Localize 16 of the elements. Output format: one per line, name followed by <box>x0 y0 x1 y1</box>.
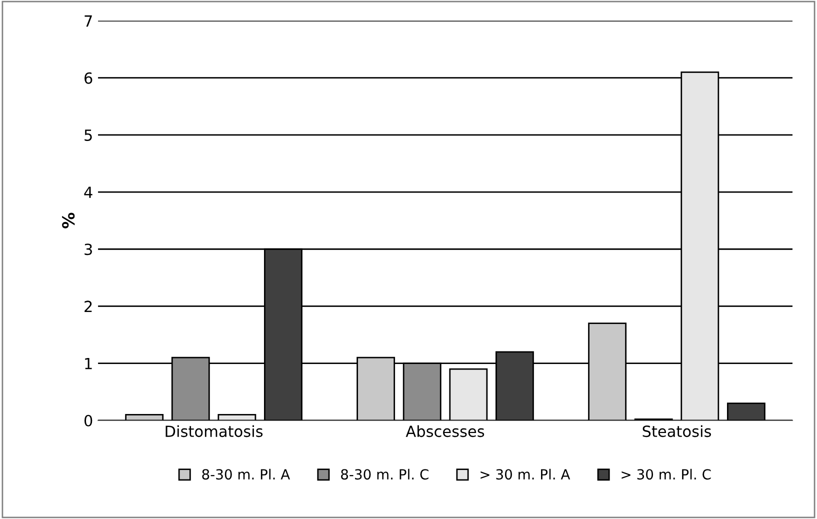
y-tick-label: 0 <box>84 414 92 426</box>
y-tick-label: 5 <box>84 130 92 141</box>
legend-label: > 30 m. Pl. C <box>622 468 711 480</box>
y-tick-label: 6 <box>84 72 92 84</box>
legend-label: 8-30 m. Pl. A <box>202 468 290 480</box>
x-tick-label: Steatosis <box>642 425 711 438</box>
y-tick-label: 2 <box>84 300 92 312</box>
y-tick-label: 1 <box>85 358 92 370</box>
x-tick-label: Abscesses <box>406 425 484 438</box>
y-tick-label: 4 <box>84 186 92 198</box>
legend-label: > 30 m. Pl. A <box>480 468 570 480</box>
y-tick-label: 3 <box>84 244 92 256</box>
y-tick-label: 7 <box>84 15 92 27</box>
x-tick-label: Distomatosis <box>166 425 263 438</box>
legend-label: 8-30 m. Pl. C <box>341 468 428 480</box>
y-axis-title: % <box>62 212 75 228</box>
